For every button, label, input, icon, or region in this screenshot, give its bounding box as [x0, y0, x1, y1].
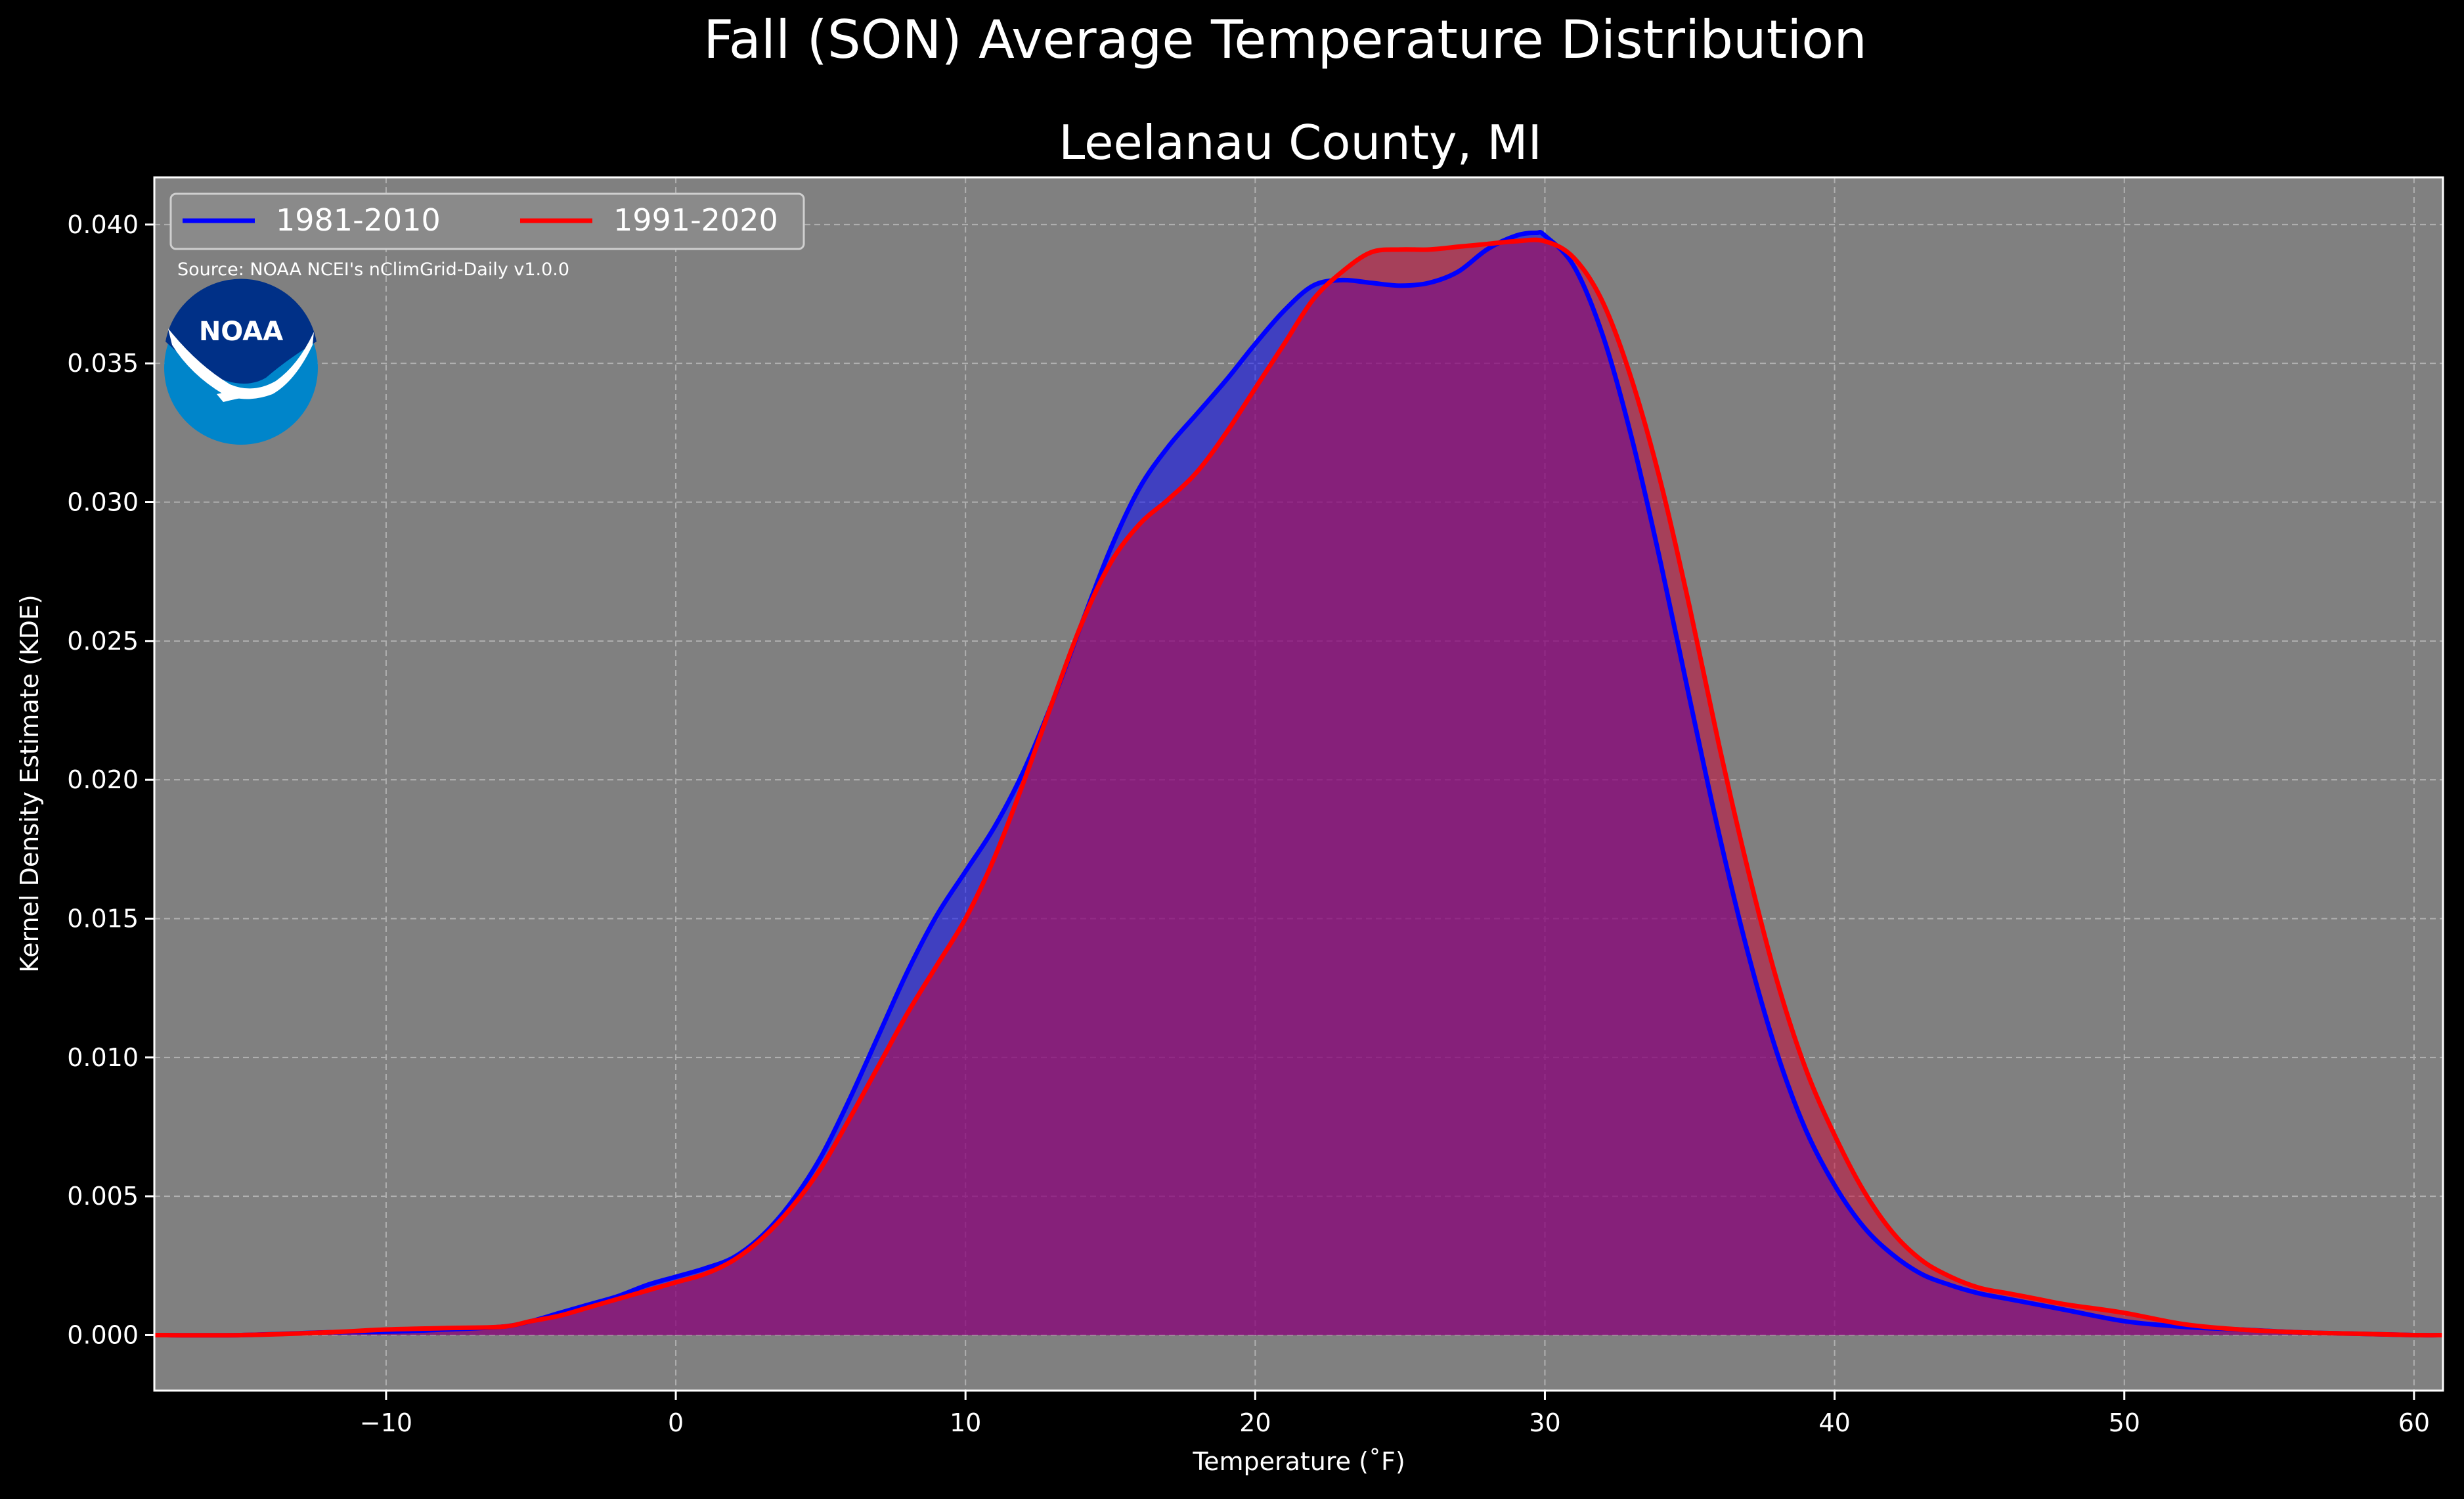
x-tick-label: −10: [360, 1408, 412, 1437]
x-tick-label: 20: [1239, 1408, 1271, 1437]
legend-box: [169, 192, 805, 250]
y-tick-label: 0.040: [67, 210, 139, 239]
series-line-1991-2020: [154, 237, 2444, 1338]
source-note: Source: NOAA NCEI's nClimGrid-Daily v1.0…: [177, 259, 569, 280]
legend: 1981-2010 1991-2020: [169, 192, 805, 250]
chart-subtitle: Leelanau County, MI: [1059, 115, 1541, 170]
x-tick-label: 60: [2398, 1408, 2430, 1437]
y-tick-label: 0.005: [67, 1182, 139, 1211]
x-axis-label: Temperature (˚F): [1192, 1447, 1405, 1476]
chart-title: Fall (SON) Average Temperature Distribut…: [703, 9, 1867, 70]
legend-label-1981-2010: 1981-2010: [276, 202, 441, 238]
x-tick-label: 40: [1818, 1408, 1850, 1437]
plot-frame: [153, 176, 2444, 1392]
x-tick-label: 50: [2109, 1408, 2140, 1437]
legend-label-1991-2020: 1991-2020: [613, 202, 778, 238]
x-tick-label: 10: [950, 1408, 981, 1437]
series-area-1991-2020: [154, 240, 2443, 1335]
noaa-logo-text: NOAA: [199, 317, 283, 347]
x-axis-ticks: −10 0 10 20 30 40 50 60: [360, 1391, 2430, 1437]
series-layer: [154, 230, 2444, 1338]
y-tick-label: 0.025: [67, 627, 139, 656]
x-tick-label: 0: [668, 1408, 684, 1437]
y-tick-label: 0.020: [67, 765, 139, 794]
y-tick-label: 0.000: [67, 1320, 139, 1349]
x-tick-label: 30: [1529, 1408, 1560, 1437]
noaa-logo: NOAA: [164, 279, 318, 445]
y-tick-label: 0.030: [67, 488, 139, 517]
y-axis-label: Kernel Density Estimate (KDE): [15, 594, 44, 973]
y-axis-ticks: 0.000 0.005 0.010 0.015 0.020 0.025 0.030 0.035…: [67, 210, 154, 1349]
y-tick-label: 0.015: [67, 904, 139, 933]
y-tick-label: 0.010: [67, 1043, 139, 1072]
y-tick-label: 0.035: [67, 349, 139, 378]
series-line-1981-2010: [154, 230, 2444, 1338]
